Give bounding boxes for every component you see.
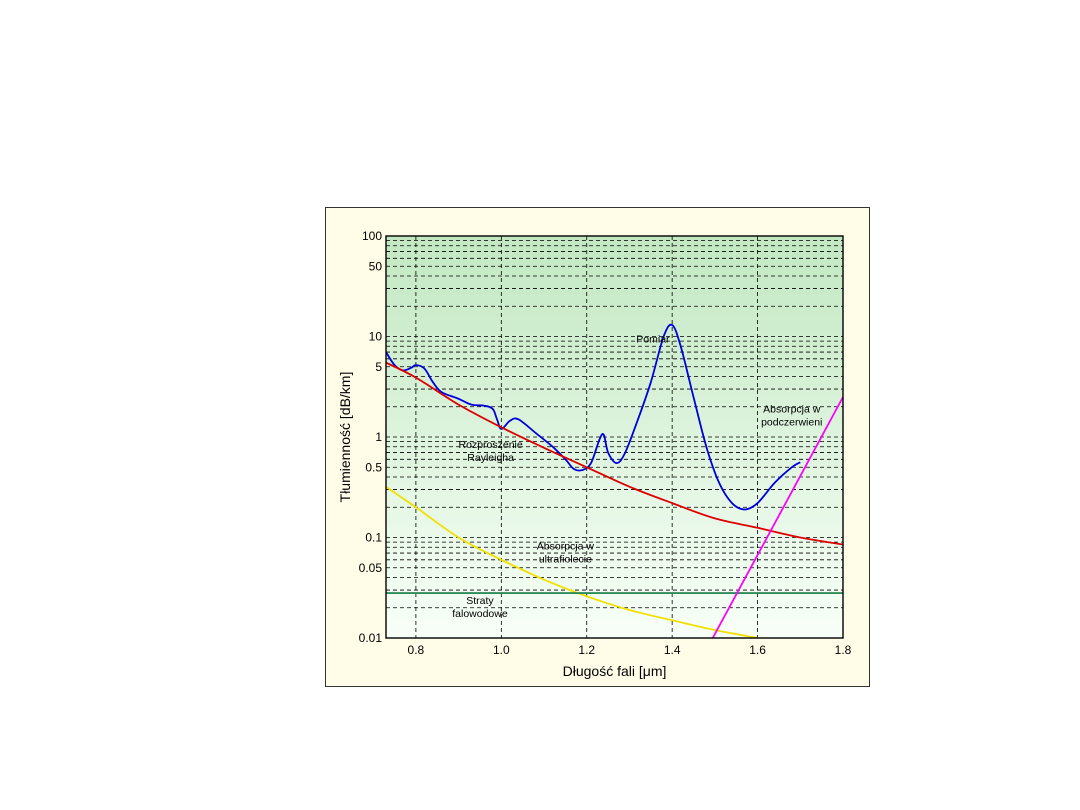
y-tick-label: 5 xyxy=(375,360,382,374)
series-line-2 xyxy=(386,485,758,638)
annotation-label: Absorpcja w podczerwieni xyxy=(761,404,822,429)
y-axis-label: Tłumienność [dB/km] xyxy=(337,372,353,503)
y-tick-label: 50 xyxy=(369,259,383,273)
x-tick-label: 0.8 xyxy=(408,643,425,657)
annotation-label: Rozproszenie Rayleigha xyxy=(459,439,523,464)
y-tick-label: 0.5 xyxy=(365,460,382,474)
annotation-label: Straty falowodowe xyxy=(452,595,508,620)
x-tick-label: 1.4 xyxy=(664,643,681,657)
y-tick-label: 100 xyxy=(362,229,382,243)
x-axis-label: Długość fali [μm] xyxy=(563,663,667,679)
y-tick-label: 10 xyxy=(369,330,383,344)
x-tick-label: 1.0 xyxy=(493,643,510,657)
chart-figure: 0.8 1.0 1.2 1.4 1.6 1.8 0.01 0.05 0.1 0.5 1 5 10 50 10… xyxy=(325,207,870,687)
x-tick-label: 1.8 xyxy=(835,643,852,657)
series-layer xyxy=(386,323,843,638)
y-tick-label: 0.05 xyxy=(359,561,383,575)
y-tick-label: 0.01 xyxy=(359,631,383,645)
grid-lines xyxy=(386,236,843,638)
x-tick-label: 1.2 xyxy=(578,643,595,657)
series-line-1 xyxy=(386,361,843,546)
attenuation-chart: 0.8 1.0 1.2 1.4 1.6 1.8 0.01 0.05 0.1 0.5 1 5 10 50 10… xyxy=(337,229,852,679)
y-tick-label: 1 xyxy=(375,430,382,444)
plot-frame xyxy=(385,235,844,639)
x-tick-label: 1.6 xyxy=(749,643,766,657)
annotations: Pomiar Absorpcja w podczerwieni Rozproszeni… xyxy=(452,334,822,620)
y-tick-label: 0.1 xyxy=(365,531,382,545)
tick-labels: 0.8 1.0 1.2 1.4 1.6 1.8 0.01 0.05 0.1 0.5 1 5 10 50 10… xyxy=(359,229,852,657)
series-line-0 xyxy=(386,323,801,511)
series-line-4 xyxy=(711,396,843,638)
annotation-label: Absorpcja w ultrafiolecie xyxy=(537,540,595,565)
annotation-label: Pomiar xyxy=(636,334,670,346)
